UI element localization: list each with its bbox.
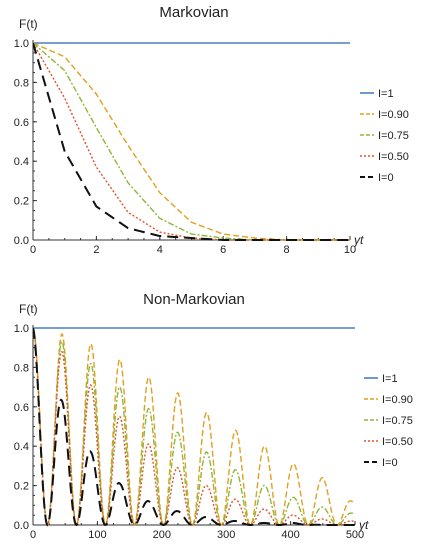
y-tick-label: 0.8	[14, 77, 29, 89]
y-tick-label: 0.6	[14, 402, 29, 414]
y-tick-label: 0.0	[14, 235, 29, 247]
x-tick-label: 10	[344, 244, 356, 256]
y-axis-label: F(t)	[19, 302, 38, 316]
legend-label: I=0	[382, 457, 398, 469]
legend-label: I=0.75	[378, 130, 409, 142]
legend-label: I=0.90	[382, 394, 413, 406]
x-tick-label: 100	[88, 529, 106, 541]
x-axis-label: γt	[359, 518, 369, 532]
x-axis-label: γt	[354, 233, 364, 247]
series-line-i-0-50	[33, 327, 355, 527]
legend-label: I=1	[382, 373, 398, 385]
legend-label: I=0.50	[378, 151, 409, 163]
legend-label: I=0.50	[382, 436, 413, 448]
series-line-i-0-75	[33, 327, 356, 527]
x-tick-label: 400	[281, 529, 299, 541]
y-tick-label: 0.2	[14, 196, 29, 208]
y-tick-label: 0.8	[14, 362, 29, 374]
series-line-i-0	[33, 327, 355, 527]
series-line-i-0	[33, 42, 350, 241]
y-tick-label: 0.0	[14, 520, 29, 532]
chart-1-title: Markovian	[159, 4, 228, 21]
x-tick-label: 0	[30, 529, 36, 541]
y-tick-label: 0.4	[14, 156, 29, 168]
x-tick-label: 4	[157, 244, 163, 256]
chart-2-panel: 0 100 200 300 400 500 0.0 0.2 0.4 0.6 0.8 1.0 F(t) γt…	[14, 302, 413, 541]
y-tick-label: 1.0	[14, 38, 29, 50]
legend-label: I=0.90	[378, 109, 409, 121]
chart-2-title: Non-Markovian	[143, 291, 245, 308]
chart-1-panel: 0 2 4 6 8 10 0.0 0.2 0.4 0.6 0.8 1.0 F(t) γt I=1 I=0.90…	[14, 17, 409, 256]
x-tick-label: 0	[30, 244, 36, 256]
x-tick-label: 8	[284, 244, 290, 256]
legend-label: I=1	[378, 88, 394, 100]
y-tick-label: 0.2	[14, 481, 29, 493]
x-tick-label: 200	[153, 529, 171, 541]
legend-label: I=0.75	[382, 415, 413, 427]
series-line-i-0-75	[33, 42, 350, 241]
x-tick-label: 2	[93, 244, 99, 256]
y-axis-label: F(t)	[19, 17, 38, 31]
x-tick-label: 6	[220, 244, 226, 256]
x-tick-label: 500	[346, 529, 364, 541]
series-line-i-0-90	[33, 42, 350, 241]
y-tick-label: 1.0	[14, 323, 29, 335]
series-line-i-0-50	[33, 42, 350, 241]
y-tick-label: 0.4	[14, 441, 29, 453]
x-tick-label: 300	[217, 529, 235, 541]
y-tick-label: 0.6	[14, 117, 29, 129]
legend-label: I=0	[378, 172, 394, 184]
